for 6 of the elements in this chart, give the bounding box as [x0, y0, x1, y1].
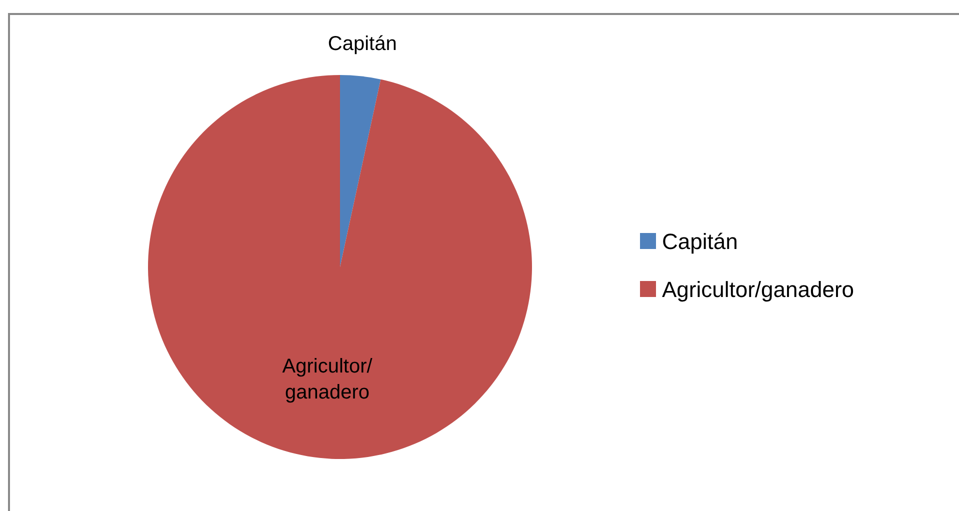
- slice-label: Agricultor/ganadero: [282, 355, 373, 404]
- legend-label: Capitán: [662, 229, 738, 254]
- slice-label: Capitán: [328, 33, 397, 56]
- legend-label: Agricultor/ganadero: [662, 277, 854, 302]
- pie-slice: [340, 75, 381, 267]
- pie-slice: [148, 75, 532, 459]
